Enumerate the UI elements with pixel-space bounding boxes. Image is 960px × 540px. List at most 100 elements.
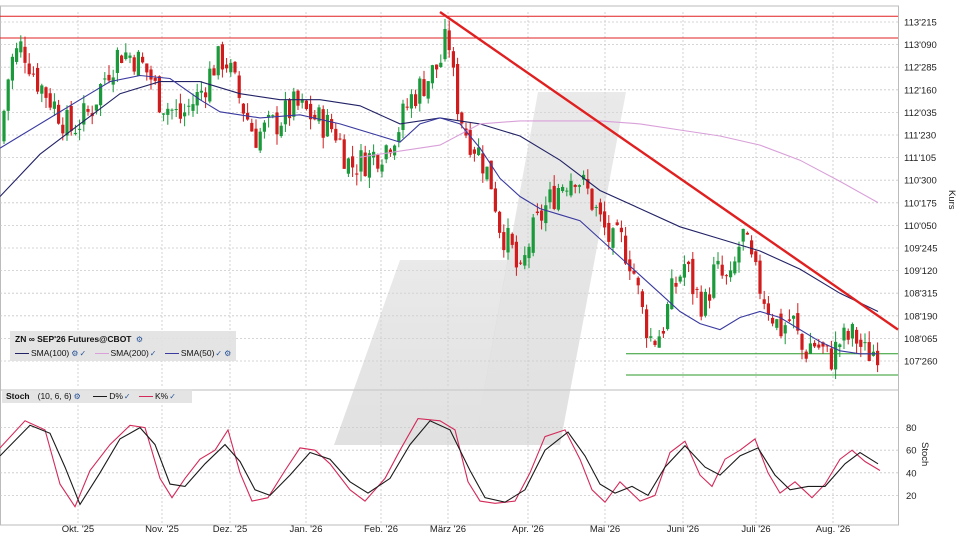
candle-body [632, 270, 636, 274]
candle-body [745, 232, 749, 235]
candle-body [729, 270, 733, 278]
check-icon[interactable]: ✓ [123, 392, 131, 401]
candle-body [363, 152, 367, 177]
settings-icon[interactable]: ⚙ [135, 335, 144, 344]
candle-body [397, 132, 401, 142]
settings-icon[interactable]: ⚙ [71, 349, 79, 358]
candle-body [779, 313, 783, 337]
candle-body [317, 107, 321, 122]
candle-body [145, 63, 149, 73]
x-tick-label: Okt. '25 [62, 524, 94, 535]
candle-body [334, 128, 338, 141]
legend-sma200[interactable]: SMA(200)✓ [94, 348, 157, 358]
y-tick-label: 107'260 [904, 357, 938, 368]
check-icon[interactable]: ✓ [215, 349, 223, 358]
candle-body [212, 68, 216, 76]
legend-sma50[interactable]: SMA(50)✓ ⚙ [164, 348, 232, 358]
candle-body [447, 30, 451, 51]
candle-body [153, 77, 157, 81]
check-icon[interactable]: ✓ [149, 349, 157, 358]
candle-body [275, 112, 279, 135]
candle-body [758, 260, 762, 294]
candle-body [414, 94, 418, 107]
candle-body [204, 92, 208, 98]
candle-body [456, 64, 460, 115]
stoch-axis-title: Stoch [919, 442, 930, 466]
candle-body [380, 164, 384, 172]
candle-body [401, 103, 405, 131]
candle-body [73, 132, 77, 135]
candle-body [573, 184, 577, 187]
stoch-line-d [0, 420, 879, 506]
candle-body [611, 228, 615, 248]
stoch-name: Stoch [6, 391, 30, 401]
candle-body [325, 114, 329, 137]
candle-body [876, 350, 880, 366]
settings-icon[interactable]: ⚙ [73, 392, 81, 401]
candle-body [771, 317, 775, 324]
candle-body [40, 85, 44, 94]
check-icon[interactable]: ✓ [79, 349, 87, 358]
candle-body [292, 91, 296, 117]
candle-body [225, 64, 229, 69]
y-tick-label: 112'035 [904, 108, 937, 119]
x-tick-label: Juli '26 [741, 524, 770, 535]
candle-body [313, 114, 317, 120]
candle-body [367, 153, 371, 178]
candle-body [376, 154, 380, 169]
candle-body [31, 73, 35, 75]
candle-body [174, 109, 178, 111]
candle-body [65, 109, 69, 136]
y-tick-label: 110'175 [904, 198, 937, 209]
candle-body [229, 62, 233, 73]
candle-body [346, 158, 350, 174]
candle-body [460, 112, 464, 124]
settings-icon[interactable]: ⚙ [224, 349, 232, 358]
candle-body [724, 275, 728, 277]
candle-body [678, 276, 682, 282]
candle-body [216, 46, 220, 76]
candle-body [556, 188, 560, 210]
candle-body [565, 190, 569, 192]
candle-body [754, 251, 758, 263]
candle-body [254, 128, 258, 148]
y-tick-label: 112'160 [904, 85, 937, 96]
candle-body [199, 90, 203, 93]
candle-body [787, 319, 791, 321]
candle-body [750, 240, 754, 255]
y-tick-label: 110'050 [904, 221, 937, 232]
axes: 113'215 113'090 112'285 112'160 112'035 111'2… [62, 18, 957, 536]
stoch-tick-label: 20 [906, 491, 917, 502]
x-tick-label: Juni '26 [667, 524, 699, 535]
candle-body [430, 65, 434, 84]
x-tick-label: Aug. '26 [816, 524, 851, 535]
legend-sma100[interactable]: SMA(100) ⚙✓ [15, 348, 86, 358]
x-tick-label: Nov. '25 [145, 524, 179, 535]
candle-body [296, 90, 300, 106]
candle-body [535, 211, 539, 214]
x-tick-label: März '26 [430, 524, 466, 535]
x-tick-label: Mai '26 [590, 524, 620, 535]
candle-body [304, 100, 308, 109]
candle-body [330, 119, 334, 130]
x-tick-label: Feb. '26 [364, 524, 398, 535]
candle-body [527, 246, 531, 259]
instrument-label: ZN ∞ SEP'26 Futures@CBOT [15, 334, 132, 344]
y-tick-label: 112'285 [904, 63, 937, 74]
candle-body [48, 93, 52, 108]
candle-body [250, 122, 254, 132]
candle-body [661, 331, 665, 334]
y-tick-label: 108'065 [904, 334, 938, 345]
stoch-tick-label: 40 [906, 468, 917, 479]
candle-body [191, 104, 195, 111]
candle-body [52, 101, 56, 109]
candle-body [321, 109, 325, 138]
candle-body [115, 49, 119, 73]
check-icon[interactable]: ✓ [169, 392, 176, 401]
candle-body [170, 109, 174, 111]
candle-body [241, 103, 245, 114]
candle-body [128, 55, 132, 58]
instrument-row: ZN ∞ SEP'26 Futures@CBOT ⚙ [15, 334, 143, 344]
candle-body [523, 255, 527, 266]
stoch-tick-label: 60 [906, 446, 917, 457]
